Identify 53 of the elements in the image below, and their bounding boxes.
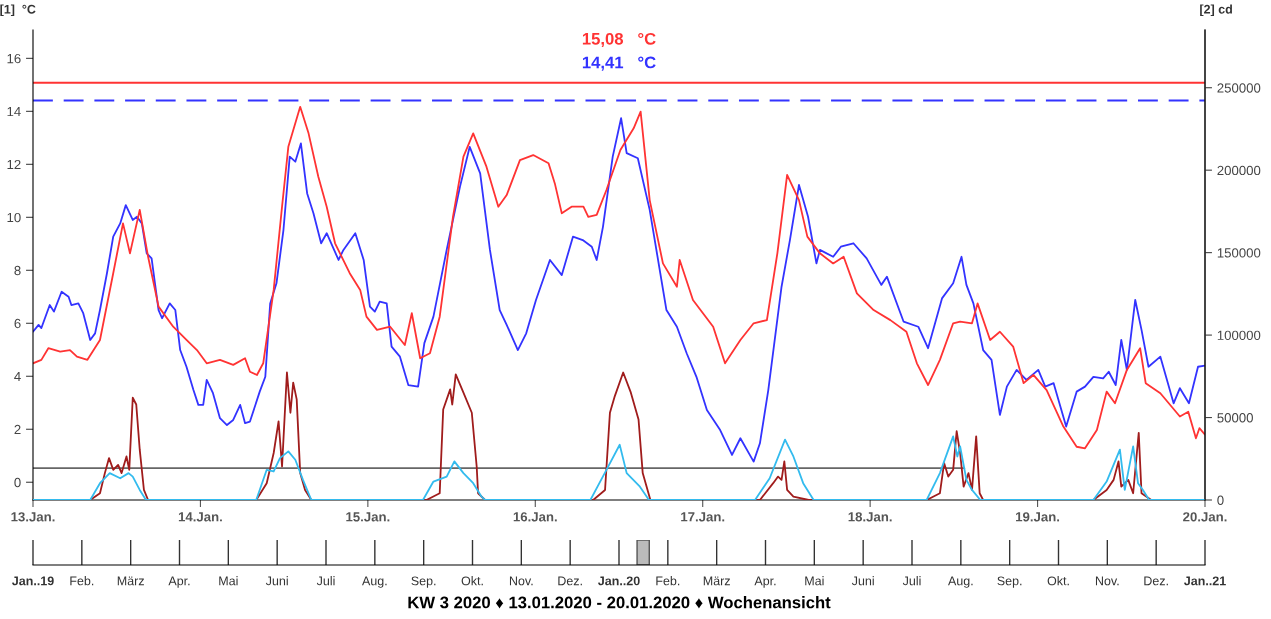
- y-tick-label: 14: [7, 107, 21, 117]
- y-axis-title: [1] °C: [0, 4, 36, 17]
- x-tick-label: 20.Jan.: [1183, 512, 1227, 522]
- category-label: Nov.: [1095, 576, 1119, 586]
- x-tick-label: 13.Jan.: [11, 512, 55, 522]
- x-tick-label: 17.Jan.: [681, 512, 725, 522]
- x-tick-label: 16.Jan.: [513, 512, 557, 522]
- category-label: Okt.: [1047, 576, 1069, 586]
- category-label: Juli: [902, 576, 921, 586]
- category-label: Aug.: [362, 576, 387, 588]
- x-tick-label: 18.Jan.: [848, 512, 892, 522]
- ref-line-label: 14,41 °C: [582, 56, 656, 71]
- y2-axis-title: [2] cd: [1200, 4, 1232, 17]
- category-label: Sep.: [411, 576, 436, 588]
- category-label: Dez.: [558, 576, 582, 586]
- category-label: Nov.: [509, 576, 533, 586]
- y2-tick-label: 250000: [1217, 83, 1261, 93]
- y-tick-label: 6: [14, 318, 21, 329]
- category-label: Okt.: [461, 576, 483, 586]
- category-label: Apr.: [754, 576, 776, 588]
- text: KW 3 2020 ♦ 13.01.2020 - 20.01.2020 ♦ Wochenansicht: [408, 596, 831, 609]
- y-tick-label: 0: [14, 477, 21, 488]
- category-label: Jan..20: [598, 576, 640, 586]
- y-tick-label: 12: [7, 159, 21, 170]
- y-tick-label: 10: [7, 212, 21, 223]
- category-label: Mai: [219, 576, 238, 586]
- y2-tick-label: 150000: [1217, 248, 1261, 258]
- x-tick-label: 15.Jan.: [346, 512, 390, 522]
- y2-tick-label: 0: [1217, 495, 1224, 505]
- ref-line-label: 15,08 °C: [582, 32, 656, 48]
- category-label: Dez.: [1144, 576, 1168, 586]
- category-label: Mai: [805, 576, 824, 586]
- category-label: Juli: [316, 576, 335, 586]
- category-label: Apr.: [168, 576, 190, 588]
- x-tick-label: 14.Jan.: [178, 512, 222, 522]
- category-label: Jan..21: [1184, 576, 1226, 586]
- category-label: Juni: [265, 576, 288, 586]
- y2-tick-label: 100000: [1217, 330, 1261, 340]
- y2-tick-label: 200000: [1217, 165, 1261, 176]
- category-label: Jan..19: [12, 576, 54, 586]
- y2-tick-label: 50000: [1217, 413, 1253, 423]
- category-label: Sep.: [997, 576, 1022, 588]
- y-tick-label: 16: [7, 53, 21, 64]
- x-tick-label: 19.Jan.: [1016, 512, 1060, 522]
- category-label: Feb.: [70, 576, 94, 586]
- y-tick-label: 4: [14, 371, 21, 382]
- category-label: März: [703, 576, 730, 586]
- y-tick-label: 8: [14, 265, 21, 276]
- category-label: Aug.: [948, 576, 973, 588]
- category-label: Juni: [851, 576, 874, 586]
- category-label: März: [117, 576, 144, 586]
- category-label: Feb.: [656, 576, 680, 586]
- y-tick-label: 2: [14, 424, 21, 435]
